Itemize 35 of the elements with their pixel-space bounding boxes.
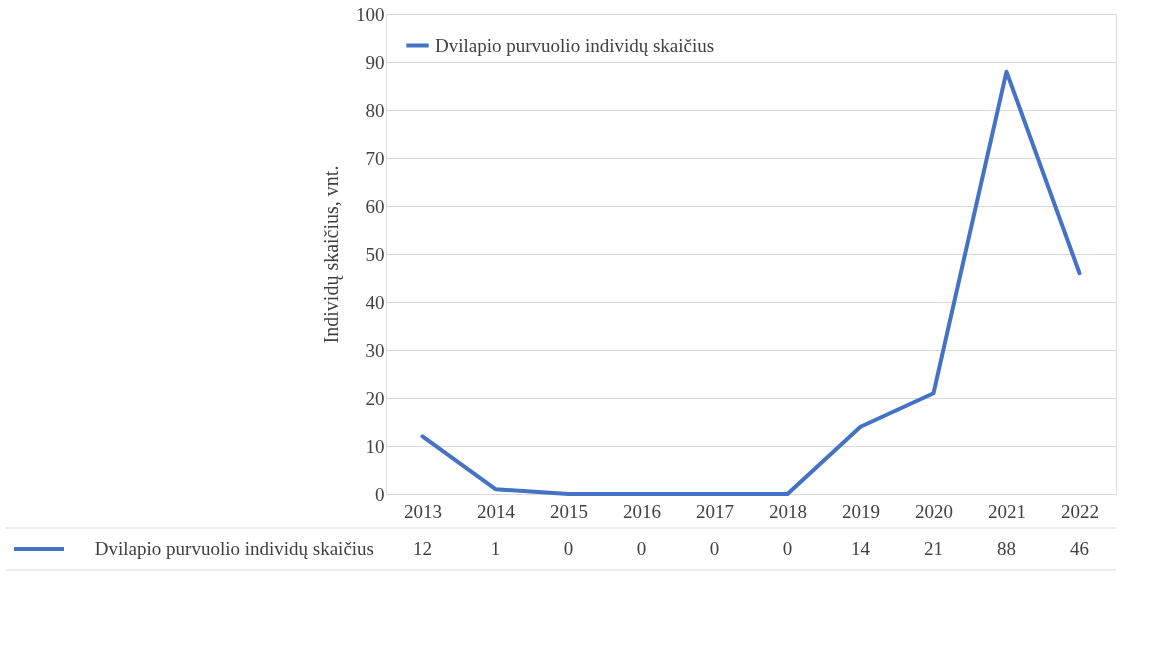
data-label: 0 [782,538,793,559]
x-tick-label: 2014 [477,500,516,522]
y-tick-label: 70 [365,147,385,169]
x-tick-label: 2018 [769,500,807,522]
data-label: 21 [924,538,943,559]
x-tick-label: 2022 [1061,500,1099,522]
data-label: 0 [563,538,574,559]
x-tick-label: 2020 [915,500,953,522]
line-series [420,69,1082,496]
y-tick-label: 100 [356,3,385,25]
y-tick-label: 50 [365,243,385,265]
text: Dvilapio purvuolio individų skaičius [94,538,374,559]
x-tick-label: 2013 [404,500,442,522]
y-tick-label: 0 [375,483,385,505]
x-tick-label: 2016 [623,500,661,522]
y-tick-label: 40 [365,291,385,313]
data-label: 46 [1070,538,1089,559]
data-label: 0 [636,538,647,559]
x-tick-label: 2021 [988,500,1026,522]
data-label: 12 [413,538,432,559]
y-tick-label: 20 [365,387,385,409]
y-tick-label: 10 [365,435,385,457]
data-label: 14 [851,538,871,559]
legend-label: Dvilapio purvuolio individų skaičius [435,34,715,56]
data-label: 1 [490,538,501,559]
y-tick-label: 30 [365,339,385,361]
y-tick-label: 90 [365,51,385,73]
y-axis-title: Individų skaičius, vnt. [320,165,343,344]
x-tick-label: 2015 [550,500,588,522]
data-label: 0 [709,538,720,559]
x-tick-label: 2017 [696,500,734,522]
y-tick-label: 80 [365,99,385,121]
x-tick-label: 2019 [842,500,880,522]
y-tick-label: 60 [365,195,385,217]
data-label: 88 [997,538,1016,559]
